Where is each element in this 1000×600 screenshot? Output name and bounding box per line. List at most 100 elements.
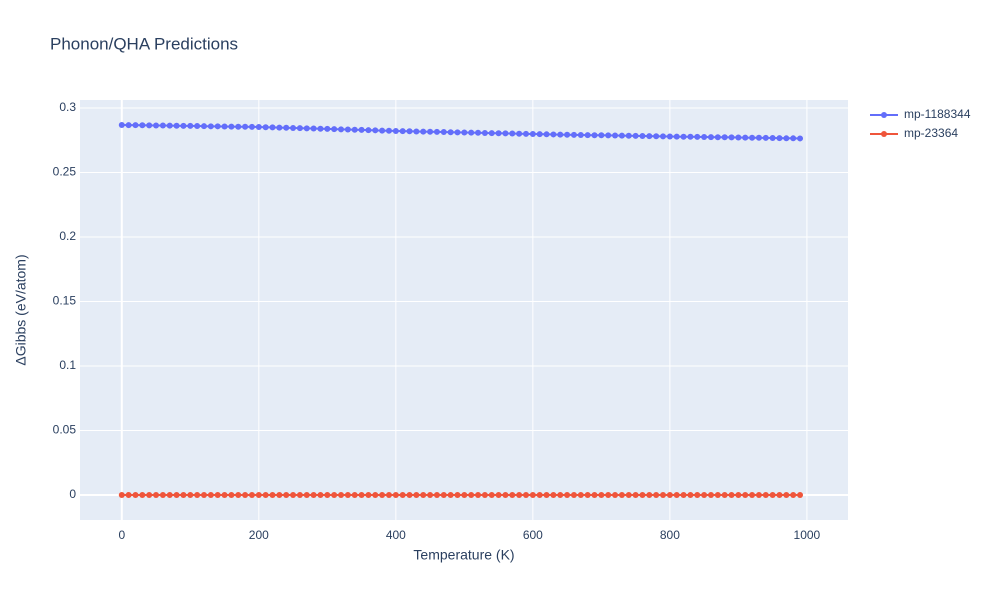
marker — [221, 491, 228, 498]
x-axis-title: Temperature (K) — [413, 547, 514, 563]
marker — [461, 491, 468, 498]
marker — [721, 491, 728, 498]
marker — [495, 130, 502, 137]
marker — [776, 135, 783, 142]
marker — [139, 122, 146, 129]
marker — [584, 132, 591, 139]
marker — [790, 491, 797, 498]
marker — [153, 122, 160, 129]
marker — [797, 491, 804, 498]
marker — [310, 491, 317, 498]
marker — [365, 127, 372, 134]
marker — [653, 491, 660, 498]
series-line — [121, 124, 801, 140]
marker — [605, 491, 612, 498]
marker — [228, 491, 235, 498]
marker — [242, 491, 249, 498]
marker — [454, 491, 461, 498]
marker — [139, 491, 146, 498]
legend-label: mp-23364 — [904, 126, 958, 140]
marker — [296, 491, 303, 498]
marker — [187, 491, 194, 498]
marker — [564, 491, 571, 498]
marker — [392, 491, 399, 498]
marker — [187, 122, 194, 129]
marker — [762, 134, 769, 141]
marker — [146, 491, 153, 498]
x-tick-label: 800 — [660, 528, 680, 542]
marker — [735, 491, 742, 498]
marker — [481, 130, 488, 137]
marker — [543, 131, 550, 138]
marker — [598, 132, 605, 139]
marker — [207, 123, 214, 130]
marker — [468, 129, 475, 136]
legend-marker — [881, 131, 887, 137]
marker — [427, 128, 434, 135]
marker — [344, 491, 351, 498]
marker — [290, 491, 297, 498]
marker — [283, 491, 290, 498]
marker — [516, 491, 523, 498]
marker — [481, 491, 488, 498]
marker — [392, 127, 399, 134]
marker — [399, 491, 406, 498]
marker — [420, 128, 427, 135]
marker — [625, 491, 632, 498]
marker — [742, 134, 749, 141]
marker — [447, 491, 454, 498]
marker — [255, 491, 262, 498]
marker — [755, 491, 762, 498]
marker — [618, 491, 625, 498]
marker — [173, 491, 180, 498]
plot-area — [80, 100, 848, 520]
marker — [598, 491, 605, 498]
marker — [420, 491, 427, 498]
marker — [235, 491, 242, 498]
marker — [331, 126, 338, 133]
marker — [721, 134, 728, 141]
marker — [433, 128, 440, 135]
marker — [317, 491, 324, 498]
marker — [413, 128, 420, 135]
marker — [324, 491, 331, 498]
marker — [379, 127, 386, 134]
y-tick-label: 0.3 — [59, 100, 76, 114]
marker — [694, 491, 701, 498]
marker — [406, 491, 413, 498]
marker — [324, 125, 331, 132]
marker — [735, 134, 742, 141]
marker — [584, 491, 591, 498]
x-tick-label: 200 — [249, 528, 269, 542]
y-tick-label: 0.05 — [53, 423, 77, 437]
marker — [248, 491, 255, 498]
marker — [680, 491, 687, 498]
marker — [523, 130, 530, 137]
marker — [762, 491, 769, 498]
y-tick-label: 0 — [69, 487, 76, 501]
marker — [577, 491, 584, 498]
marker — [673, 491, 680, 498]
marker — [680, 133, 687, 140]
marker — [797, 135, 804, 142]
marker — [714, 134, 721, 141]
marker — [173, 122, 180, 129]
marker — [769, 135, 776, 142]
marker — [673, 133, 680, 140]
marker — [564, 131, 571, 138]
marker — [180, 491, 187, 498]
marker — [536, 491, 543, 498]
marker — [557, 131, 564, 138]
marker — [625, 132, 632, 139]
marker — [502, 491, 509, 498]
marker — [550, 491, 557, 498]
marker — [509, 130, 516, 137]
marker — [132, 491, 139, 498]
marker — [523, 491, 530, 498]
marker — [276, 124, 283, 131]
marker — [228, 123, 235, 130]
marker — [495, 491, 502, 498]
marker — [488, 130, 495, 137]
marker — [475, 129, 482, 136]
marker — [755, 134, 762, 141]
